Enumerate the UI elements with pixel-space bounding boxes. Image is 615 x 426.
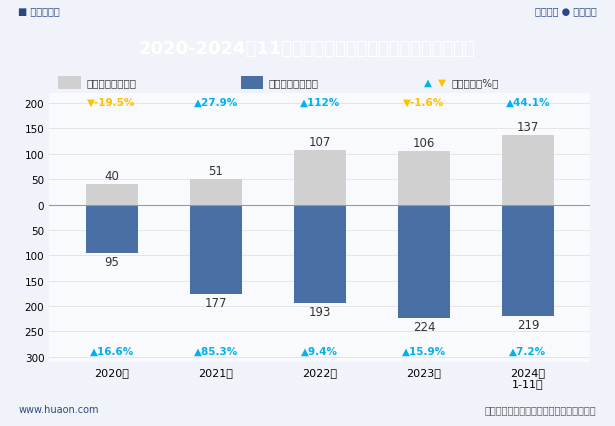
Bar <box>189 205 242 295</box>
Bar <box>398 205 450 319</box>
Bar <box>398 152 450 205</box>
Text: 51: 51 <box>208 164 223 177</box>
Text: ▲7.2%: ▲7.2% <box>509 346 547 356</box>
Text: ▼-1.6%: ▼-1.6% <box>403 98 445 108</box>
Bar <box>189 179 242 205</box>
Text: ▲: ▲ <box>424 78 432 88</box>
Bar <box>502 136 554 205</box>
Text: ■ 华经情报网: ■ 华经情报网 <box>18 6 60 16</box>
Text: 2020-2024年11月海南省商品收发货人所在地进、出口额: 2020-2024年11月海南省商品收发货人所在地进、出口额 <box>139 40 476 58</box>
Text: www.huaon.com: www.huaon.com <box>18 404 99 414</box>
Text: ▲9.4%: ▲9.4% <box>301 346 338 356</box>
Text: 出口额（亿美元）: 出口额（亿美元） <box>86 78 136 88</box>
Text: ▲15.9%: ▲15.9% <box>402 346 446 356</box>
Text: ▼: ▼ <box>438 78 446 88</box>
Text: 95: 95 <box>104 255 119 268</box>
Bar <box>502 205 554 316</box>
Bar <box>241 77 263 89</box>
Text: 107: 107 <box>309 136 331 149</box>
Bar <box>85 205 138 253</box>
Text: 数据来源：中国海关，华经产业研究院整理: 数据来源：中国海关，华经产业研究院整理 <box>485 404 597 414</box>
Bar <box>58 77 81 89</box>
Text: ▲16.6%: ▲16.6% <box>90 346 134 356</box>
Bar <box>294 205 346 303</box>
Text: 219: 219 <box>517 318 539 331</box>
Text: 137: 137 <box>517 121 539 134</box>
Text: ▲44.1%: ▲44.1% <box>506 98 550 108</box>
Text: 177: 177 <box>204 297 227 310</box>
Text: 进口额（亿美元）: 进口额（亿美元） <box>269 78 319 88</box>
Text: ▲27.9%: ▲27.9% <box>194 98 238 108</box>
Text: 专业严谨 ● 客观科学: 专业严谨 ● 客观科学 <box>535 6 597 16</box>
Text: 40: 40 <box>104 170 119 183</box>
Text: 193: 193 <box>309 305 331 318</box>
Text: ▼-19.5%: ▼-19.5% <box>87 98 136 108</box>
Text: 106: 106 <box>413 136 435 150</box>
Bar <box>294 151 346 205</box>
Text: ▲85.3%: ▲85.3% <box>194 346 238 356</box>
Text: 同比增长（%）: 同比增长（%） <box>451 78 499 88</box>
Text: 224: 224 <box>413 321 435 334</box>
Bar <box>85 185 138 205</box>
Text: ▲112%: ▲112% <box>300 98 340 108</box>
